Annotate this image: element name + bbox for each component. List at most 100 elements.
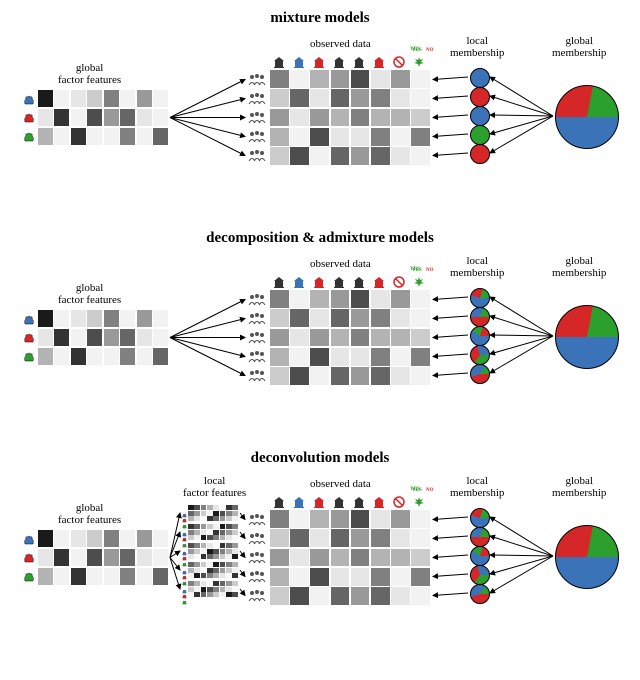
matrix-cell [38, 90, 53, 107]
matrix-cell [38, 329, 53, 346]
matrix-cell [194, 554, 200, 559]
matrix-cell [270, 128, 289, 146]
column-header-icon [312, 275, 326, 289]
party-icon [23, 94, 35, 106]
party-icon [23, 534, 35, 546]
matrix-cell [391, 290, 410, 308]
local-membership-pie [470, 144, 490, 164]
matrix-cell [194, 535, 200, 540]
matrix-cell [220, 524, 226, 529]
matrix-cell [104, 90, 119, 107]
column-header-icon [332, 495, 346, 509]
matrix-cell [226, 592, 232, 597]
matrix-cell [104, 549, 119, 566]
local-membership-pie [470, 326, 490, 346]
matrix-cell [153, 348, 168, 365]
matrix-cell [188, 505, 194, 510]
matrix-cell [226, 549, 232, 554]
matrix-cell [290, 290, 309, 308]
column-header-icon [352, 55, 366, 69]
matrix-cell [153, 549, 168, 566]
matrix-cell [371, 89, 390, 107]
matrix-cell [331, 128, 350, 146]
matrix-cell [391, 367, 410, 385]
matrix-cell [220, 554, 226, 559]
matrix-cell [213, 581, 219, 586]
global-features-matrix [38, 530, 168, 585]
matrix-cell [351, 109, 370, 127]
matrix-cell [207, 524, 213, 529]
matrix-cell [226, 568, 232, 573]
column-header-icon: YES [412, 495, 426, 509]
matrix-cell [153, 310, 168, 327]
matrix-cell [213, 543, 219, 548]
row-icon [247, 292, 267, 306]
local-features-matrix [188, 562, 238, 578]
matrix-cell [310, 309, 329, 327]
matrix-cell [310, 329, 329, 347]
matrix-cell [120, 329, 135, 346]
matrix-cell [220, 573, 226, 578]
matrix-cell [232, 581, 238, 586]
matrix-cell [270, 89, 289, 107]
party-icon-small [182, 516, 187, 521]
row-icon [247, 368, 267, 382]
local-membership-pie [470, 87, 490, 107]
matrix-cell [38, 348, 53, 365]
column-header-icon [312, 495, 326, 509]
matrix-cell [137, 90, 152, 107]
matrix-cell [137, 109, 152, 126]
panel-0: mixture modelsglobal factor featuresobse… [10, 10, 630, 210]
matrix-cell [411, 348, 430, 366]
panel-title: mixture models [10, 10, 630, 27]
matrix-cell [188, 543, 194, 548]
matrix-cell [232, 587, 238, 592]
matrix-cell [71, 128, 86, 145]
party-icon-small [182, 529, 187, 534]
row-icon [247, 72, 267, 86]
local-membership-pie [470, 288, 490, 308]
matrix-cell [351, 587, 370, 605]
party-icon-small [182, 562, 187, 567]
matrix-cell [310, 510, 329, 528]
row-icon [247, 550, 267, 564]
matrix-cell [38, 109, 53, 126]
panel-title: decomposition & admixture models [10, 230, 630, 247]
matrix-cell [226, 554, 232, 559]
matrix-cell [226, 573, 232, 578]
matrix-cell [213, 562, 219, 567]
matrix-cell [201, 516, 207, 521]
matrix-cell [331, 348, 350, 366]
matrix-cell [194, 568, 200, 573]
matrix-cell [270, 70, 289, 88]
label-observed: observed data [310, 38, 371, 50]
matrix-cell [188, 524, 194, 529]
matrix-cell [351, 147, 370, 165]
matrix-cell [290, 147, 309, 165]
panel-1: decomposition & admixture models global f… [10, 230, 630, 430]
matrix-cell [213, 592, 219, 597]
matrix-cell [270, 147, 289, 165]
row-icon [247, 311, 267, 325]
party-icon [23, 331, 35, 343]
matrix-cell [201, 535, 207, 540]
matrix-cell [232, 573, 238, 578]
matrix-cell [207, 562, 213, 567]
matrix-cell [351, 329, 370, 347]
matrix-cell [213, 505, 219, 510]
global-membership-pie [555, 305, 619, 369]
matrix-cell [270, 587, 289, 605]
matrix-cell [201, 562, 207, 567]
column-header-icon [352, 275, 366, 289]
matrix-cell [188, 516, 194, 521]
row-icon [247, 569, 267, 583]
row-icon [247, 330, 267, 344]
column-header-icon [372, 275, 386, 289]
matrix-cell [54, 568, 69, 585]
matrix-cell [71, 348, 86, 365]
header-text-no: NO [426, 488, 434, 494]
matrix-cell [411, 367, 430, 385]
label-global-features: global factor features [58, 282, 121, 306]
matrix-cell [153, 109, 168, 126]
label-global-mem: global membership [552, 255, 606, 279]
